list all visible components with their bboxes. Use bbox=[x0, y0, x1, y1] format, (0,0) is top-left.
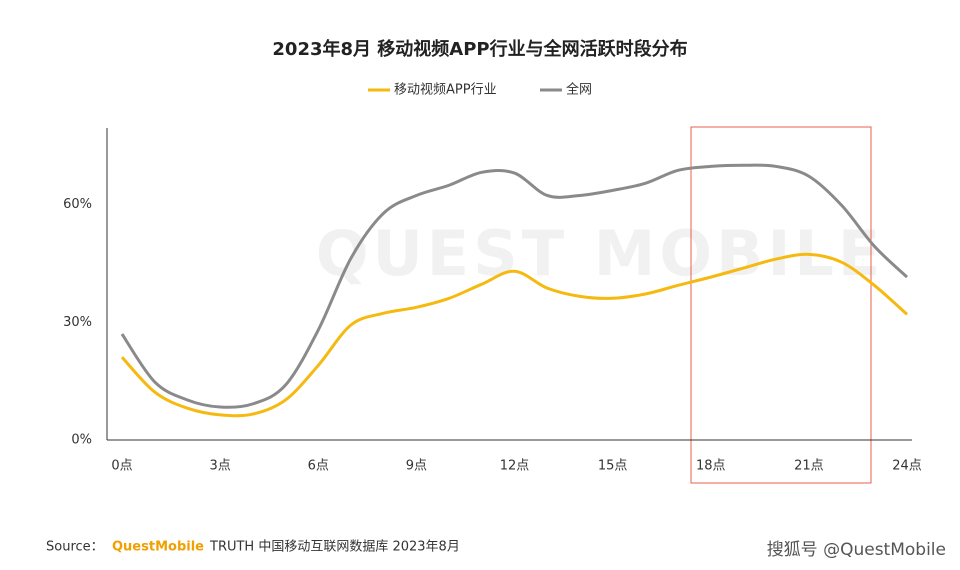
source-label: Source： bbox=[46, 540, 104, 555]
x-tick-label: 21点 bbox=[794, 459, 824, 474]
x-tick-label: 18点 bbox=[696, 459, 726, 474]
y-tick-label: 60% bbox=[63, 197, 92, 212]
series-line bbox=[120, 252, 908, 418]
x-tick-label: 12点 bbox=[500, 459, 530, 474]
series-line bbox=[120, 163, 909, 409]
legend-label: 移动视频APP行业 bbox=[394, 83, 497, 98]
source-brand: QuestMobile bbox=[112, 540, 204, 555]
x-tick-label: 24点 bbox=[892, 459, 922, 474]
chart-title: 2023年8月 移动视频APP行业与全网活跃时段分布 bbox=[272, 38, 687, 60]
x-tick-label: 3点 bbox=[209, 459, 230, 474]
x-tick-label: 9点 bbox=[406, 459, 427, 474]
y-tick-label: 30% bbox=[63, 315, 92, 330]
watermark: QUEST MOBILE bbox=[316, 217, 885, 290]
x-tick-label: 15点 bbox=[598, 459, 628, 474]
x-tick-label: 0点 bbox=[111, 459, 132, 474]
source-text: TRUTH 中国移动互联网数据库 2023年8月 bbox=[209, 539, 460, 555]
credit: 搜狐号 @QuestMobile bbox=[767, 540, 946, 560]
x-tick-label: 6点 bbox=[308, 459, 329, 474]
legend-label: 全网 bbox=[566, 82, 592, 98]
highlight-box bbox=[690, 126, 872, 484]
y-tick-label: 0% bbox=[71, 433, 92, 448]
